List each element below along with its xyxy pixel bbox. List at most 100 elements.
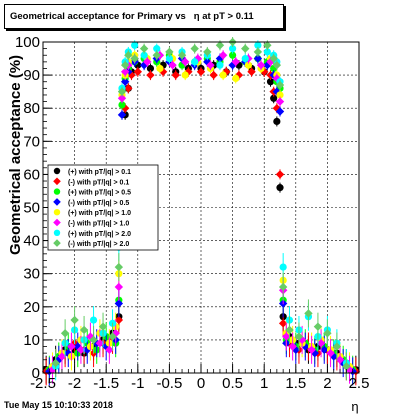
data-point (275, 97, 285, 106)
data-point (244, 61, 252, 69)
series-8 (51, 37, 351, 381)
data-point (307, 345, 316, 355)
data-point (247, 67, 256, 76)
data-point (266, 78, 275, 86)
legend-label: (-) with pT/|q| > 0.5 (68, 200, 129, 207)
legend-label: (-) with pT/|q| > 2.0 (68, 241, 129, 248)
y-tick-label: 60 (23, 166, 40, 183)
data-point (216, 61, 224, 69)
data-point (253, 54, 263, 63)
data-point (120, 77, 130, 86)
y-tick-label: 50 (23, 200, 40, 217)
y-tick-label: 100 (15, 34, 40, 51)
data-point (323, 329, 332, 338)
x-tick-label: -2 (68, 375, 81, 392)
data-points (41, 37, 361, 386)
data-point (215, 41, 225, 50)
data-point (152, 51, 161, 60)
series-6 (48, 50, 354, 384)
data-point (231, 57, 240, 67)
data-point (168, 60, 177, 70)
data-point (222, 67, 231, 76)
data-point (120, 67, 130, 76)
x-tick-label: 2 (323, 375, 331, 392)
x-tick-label: -1 (131, 375, 144, 392)
y-tick-label: 90 (23, 67, 40, 84)
data-point (253, 47, 263, 57)
data-point (95, 339, 105, 348)
legend-box (47, 164, 159, 251)
legend-entry: (-) with pT/|q| > 0.1 (53, 177, 129, 186)
data-point (272, 60, 282, 70)
data-point (177, 51, 187, 60)
data-point (254, 41, 262, 49)
data-point (260, 67, 269, 76)
data-point (124, 51, 133, 60)
data-point (143, 57, 152, 67)
data-point (146, 64, 155, 73)
data-point (120, 60, 130, 70)
data-point (332, 342, 342, 351)
data-point (282, 332, 291, 341)
data-point (105, 345, 114, 355)
data-point (263, 48, 271, 56)
data-point (114, 262, 124, 272)
data-point (263, 41, 272, 50)
data-point (181, 71, 189, 79)
timestamp: Tue May 15 10:10:33 2018 (4, 400, 113, 410)
legend-entry: (-) with pT/|q| > 1.0 (53, 218, 129, 228)
y-tick-label: 10 (23, 332, 40, 349)
legend-label: (+) with pT/|q| > 2.0 (68, 231, 131, 238)
legend-entry: (+) with pT/|q| > 0.1 (53, 167, 131, 176)
data-point (191, 58, 199, 66)
legend-marker (53, 177, 61, 186)
legend-label: (-) with pT/|q| > 1.0 (68, 221, 129, 228)
legend-marker (53, 229, 61, 236)
data-point (272, 104, 282, 113)
x-axis-label: η (351, 399, 358, 414)
y-tick-label: 80 (23, 100, 40, 117)
data-point (139, 44, 149, 53)
chart-title: Geometrical acceptance for Primary vs η … (10, 11, 254, 22)
data-point (171, 70, 180, 80)
tick-labels: -2.5 -2 -1.5 -1 -0.5 0 0.5 1 1.5 2 2.5 0 10 20 30 40 50 6… (15, 34, 369, 392)
data-point (89, 335, 98, 345)
data-point (206, 60, 215, 70)
data-point (153, 45, 161, 53)
data-point (256, 60, 266, 70)
data-point (131, 41, 139, 49)
data-point (276, 184, 284, 192)
data-point (196, 67, 206, 76)
data-point (316, 339, 326, 348)
y-tick-label: 70 (23, 133, 40, 150)
x-tick-label: 1 (260, 375, 268, 392)
data-point (48, 365, 57, 374)
data-point (266, 57, 275, 67)
data-point (118, 101, 126, 109)
data-point (181, 57, 190, 67)
data-point (241, 54, 249, 63)
legend-marker (53, 239, 61, 247)
axis-ticks (42, 41, 360, 374)
data-point (193, 54, 203, 63)
legend-entry: (+) with pT/|q| > 1.0 (53, 209, 131, 217)
data-point (133, 67, 142, 76)
x-tick-label: -2.5 (30, 375, 56, 392)
data-point (117, 94, 127, 103)
data-point (241, 44, 250, 53)
legend-entry: (-) with pT/|q| > 0.5 (53, 198, 129, 207)
data-point (229, 45, 237, 53)
data-point (70, 315, 79, 325)
data-point (190, 44, 199, 53)
y-tick-label: 20 (23, 299, 40, 316)
data-point (114, 315, 124, 325)
legend-marker (53, 198, 61, 206)
data-point (209, 70, 218, 80)
data-point (76, 345, 86, 355)
legend-entry: (+) with pT/|q| > 2.0 (53, 229, 131, 238)
data-point (279, 263, 287, 271)
y-axis-label: Geometrical acceptance (%) (7, 55, 24, 255)
y-tick-label: 0 (32, 365, 40, 382)
data-point (57, 352, 67, 361)
